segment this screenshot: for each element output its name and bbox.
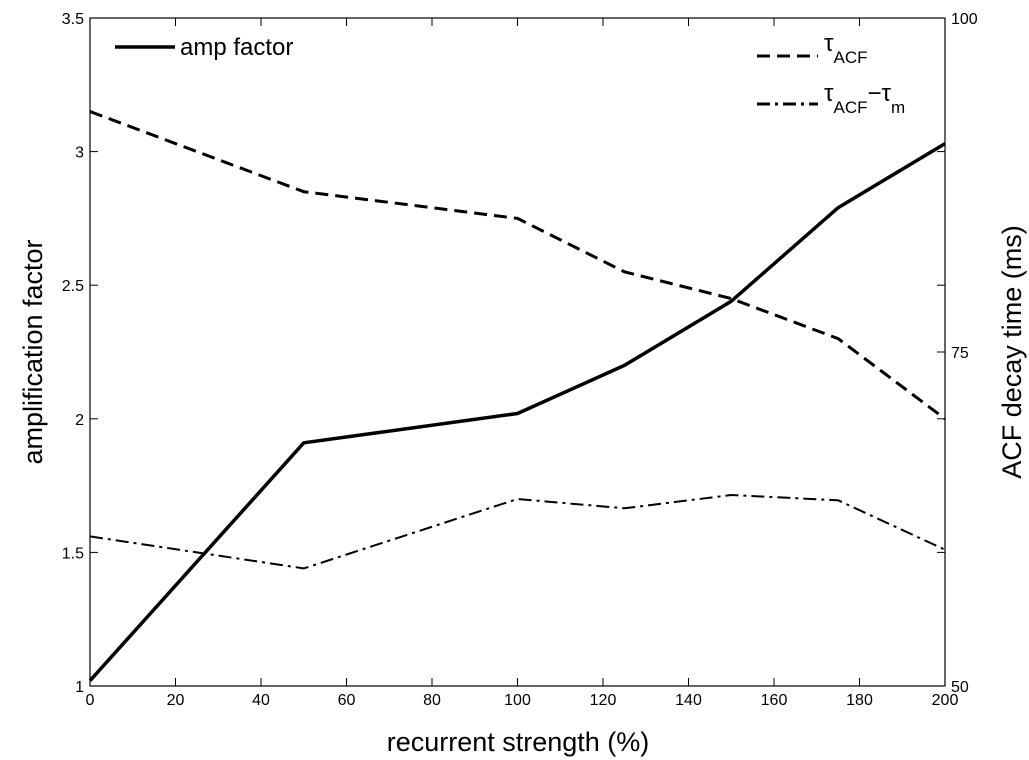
x-tick-label: 20 (167, 692, 185, 709)
x-tick-label: 40 (252, 692, 270, 709)
y-axis-right-title: ACF decay time (ms) (997, 225, 1027, 479)
tick-labels: 0 20 40 60 80 100 120 140 160 180 200 1 1.5 2 2.5 3 3.5 5… (62, 11, 978, 709)
legend-tau-symbol: τ (824, 30, 834, 57)
x-tick-label: 80 (423, 692, 441, 709)
x-tick-label: 60 (338, 692, 356, 709)
legend-diff-minus: − (867, 80, 881, 107)
legend-diff-tau1: τ (824, 80, 834, 107)
x-tick-label: 120 (590, 692, 617, 709)
y-left-tick-label: 2.5 (62, 278, 84, 295)
x-axis-title: recurrent strength (%) (387, 727, 650, 757)
plot-frame (89, 17, 946, 687)
legend-diff-sub2: m (891, 98, 905, 117)
legend-label-tau-diff: τACF−τm (824, 80, 905, 117)
legend-label-amp-factor: amp factor (180, 34, 293, 61)
legend-right: τACF τACF−τm (757, 30, 905, 117)
y-right-tick-label: 100 (951, 11, 978, 28)
y-right-tick-label: 50 (951, 679, 969, 696)
x-tick-label: 0 (86, 692, 95, 709)
legend-left: amp factor (115, 34, 293, 61)
x-tick-label: 100 (504, 692, 531, 709)
x-tick-label: 180 (846, 692, 873, 709)
y-left-tick-label: 3 (75, 145, 84, 162)
series-line-tau-acf-minus-tau-m (89, 494, 946, 570)
y-right-tick-label: 75 (951, 345, 969, 362)
x-tick-label: 160 (761, 692, 788, 709)
x-tick-label: 140 (675, 692, 702, 709)
x-tick-label: 200 (932, 692, 959, 709)
series-line-tau-acf (89, 110, 946, 420)
y-axis-left-title: amplification factor (18, 239, 48, 464)
legend-label-tau-acf: τACF (824, 30, 867, 67)
y-left-tick-label: 3.5 (62, 11, 84, 28)
y-left-tick-label: 1 (75, 679, 84, 696)
legend-diff-tau2: τ (882, 80, 892, 107)
ticks (89, 17, 946, 687)
series-lines (88, 110, 946, 682)
legend-diff-sub1: ACF (833, 98, 867, 117)
legend-tau-subscript: ACF (833, 48, 867, 67)
y-left-tick-label: 1.5 (62, 545, 84, 562)
series-line-amp-factor (88, 142, 946, 682)
y-left-tick-label: 2 (75, 412, 84, 429)
